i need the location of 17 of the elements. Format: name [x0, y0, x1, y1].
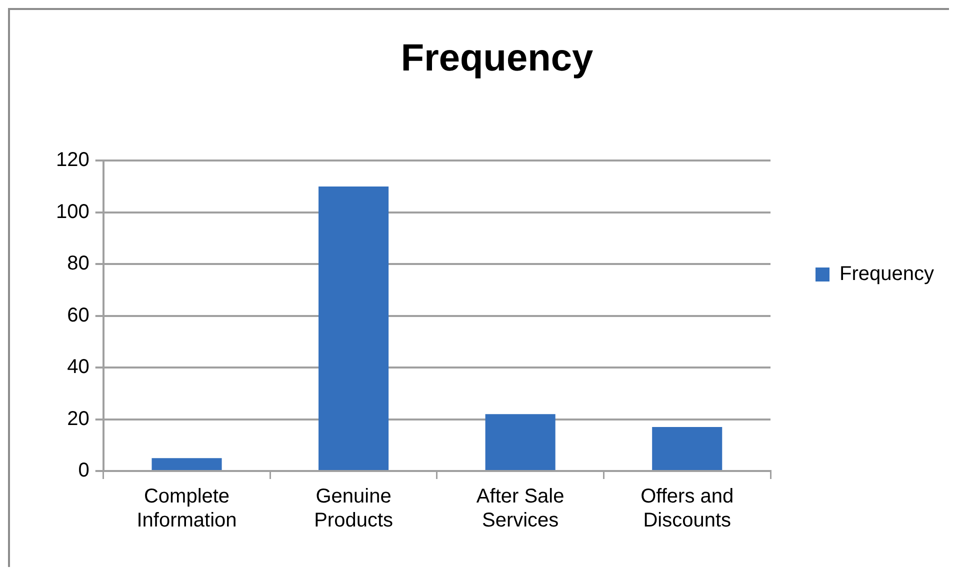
y-tick-label: 80 [67, 252, 90, 275]
bar [318, 186, 389, 470]
x-tick-label: After Sale Services [476, 486, 564, 532]
y-tick-label: 120 [56, 149, 90, 172]
y-tick-label: 0 [78, 460, 90, 482]
x-tick-label: Offers and Discounts [640, 486, 734, 532]
legend-label: Frequency [840, 263, 934, 286]
bar [485, 414, 556, 470]
bar [652, 427, 722, 470]
y-tick-label: 20 [67, 408, 90, 430]
chart-title: Frequency [400, 37, 594, 80]
y-tick-label: 100 [56, 200, 90, 223]
y-tick-label: 60 [67, 304, 90, 326]
x-tick-label: Complete Information [136, 486, 237, 532]
bar [152, 458, 222, 470]
y-tick-label: 40 [67, 356, 90, 378]
x-tick-label: Genuine Products [314, 486, 394, 532]
